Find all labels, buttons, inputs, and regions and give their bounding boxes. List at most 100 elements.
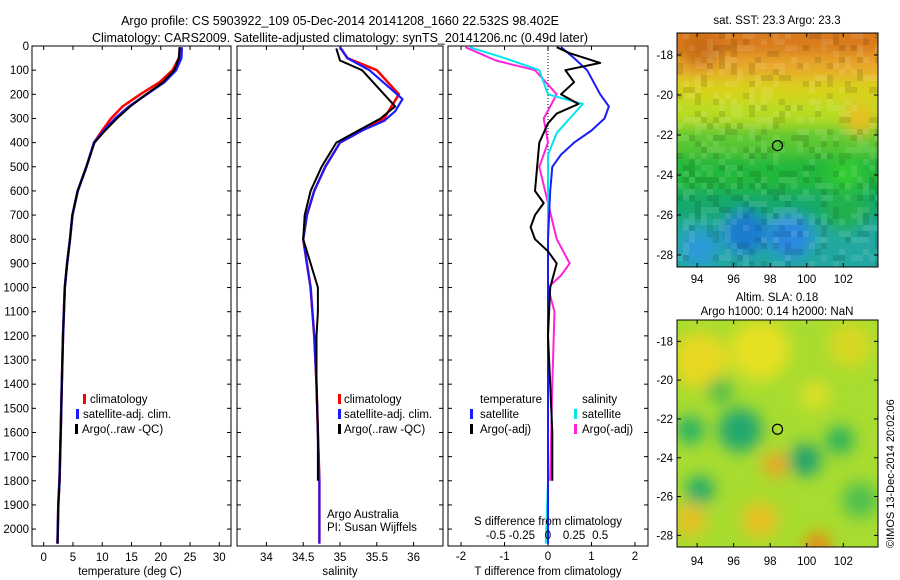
y-tick-label: 1000 [3, 283, 29, 295]
difference-panel: -2 -1 0 1 2 temperature satellite Argo(-adj)… [447, 45, 649, 578]
legend-label-t-argo: Argo(-adj) [480, 424, 531, 436]
sla-map-frame [676, 319, 879, 548]
legend-label-s-satellite: satellite [582, 409, 621, 421]
legend-swatch-climatology [338, 394, 341, 404]
x-tick-label: 15 [125, 552, 138, 564]
x-tick-label: 10 [96, 552, 109, 564]
y-tick-label: 1800 [3, 476, 29, 488]
legend-swatch-satellite [76, 409, 79, 419]
x-tick-label: 35.5 [366, 552, 388, 564]
legend-swatch-argo [75, 424, 78, 434]
x-tick-label: -2 [456, 551, 466, 563]
y-tick-label: 100 [10, 65, 29, 77]
y-tick-label: 900 [10, 258, 29, 270]
y-tick-label: 1100 [4, 307, 29, 319]
y-tick-label: 700 [10, 210, 29, 222]
legend-label-t-satellite: satellite [480, 409, 519, 421]
legend-swatch-s-satellite [574, 409, 577, 419]
x-tick-label: 0 [41, 552, 47, 564]
x-tick-label: 36 [407, 552, 420, 564]
map-x-tick-label: 94 [691, 556, 704, 568]
difference-legend: temperature satellite Argo(-adj) salinit… [470, 394, 633, 436]
legend-swatch-satellite [338, 409, 341, 419]
map-y-tick-label: -28 [656, 250, 673, 262]
map-y-tick-label: -26 [656, 492, 673, 504]
sla-heatmap [677, 320, 878, 547]
map-y-tick-label: -22 [656, 130, 673, 142]
legend-label-s-argo: Argo(-adj) [582, 424, 633, 436]
x-tick-label: 30 [213, 552, 226, 564]
y-tick-label: 1600 [3, 427, 29, 439]
y-tick-label: 400 [10, 138, 29, 150]
legend-swatch-climatology [83, 394, 86, 404]
y-tick-label: 2000 [3, 524, 29, 536]
map-y-tick-label: -18 [656, 50, 673, 62]
y-tick-label: 1400 [3, 379, 29, 391]
y-tick-label: 200 [10, 89, 29, 101]
temperature-xlabel: temperature (deg C) [78, 566, 182, 578]
figure-title-line1: Argo profile: CS 5903922_109 05-Dec-2014… [121, 14, 559, 28]
s-tick-label: 0.25 [563, 530, 585, 542]
y-tick-label: 0 [23, 41, 29, 53]
legend-label-climatology: climatology [344, 394, 402, 406]
temperature-legend: climatology satellite-adj. clim. Argo(..… [75, 394, 171, 436]
legend-swatch-argo [338, 424, 341, 434]
x-tick-label: 34.5 [292, 552, 314, 564]
annotation-pi: PI: Susan Wijffels [327, 522, 417, 534]
salinity-axes-frame [236, 45, 444, 547]
temperature-axes-frame [31, 45, 232, 547]
y-tick-label: 500 [10, 162, 29, 174]
series-line-argo [302, 48, 397, 481]
s-tick-label: -0.25 [509, 530, 535, 542]
map-x-tick-label: 96 [727, 274, 740, 286]
map-x-tick-label: 94 [691, 274, 704, 286]
imos-credit: ©IMOS 13-Dec-2014 20:02:06 [885, 399, 897, 548]
legend-swatch-t-argo [470, 424, 473, 434]
x-tick-label: 25 [184, 552, 197, 564]
y-tick-label: 800 [10, 234, 29, 246]
legend-label-climatology: climatology [90, 394, 148, 406]
salinity-xlabel: salinity [322, 566, 357, 578]
s-tick-label: 0 [545, 530, 551, 542]
sla-map-title-line1: Altim. SLA: 0.18 [736, 292, 818, 304]
difference-top-xlabel: S difference from climatology [474, 516, 622, 528]
legend-title-salinity: salinity [582, 394, 617, 406]
map-x-tick-label: 98 [764, 274, 777, 286]
y-tick-label: 1500 [3, 403, 29, 415]
y-tick-label: 1900 [3, 500, 29, 512]
x-tick-label: 2 [632, 551, 638, 563]
s-tick-label: -0.5 [486, 530, 506, 542]
argo-location-marker [771, 423, 784, 435]
map-y-tick-label: -26 [656, 210, 673, 222]
legend-label-argo: Argo(..raw -QC) [82, 424, 163, 436]
map-x-tick-label: 102 [834, 556, 853, 568]
series-line-argo [56, 47, 181, 544]
sst-map-panel: sat. SST: 23.3 Argo: 23.3 [656, 15, 879, 286]
map-y-tick-label: -24 [656, 453, 673, 465]
x-tick-label: 1 [588, 551, 594, 563]
x-tick-label: 20 [154, 552, 167, 564]
legend-swatch-s-argo [574, 424, 577, 434]
map-y-tick-label: -22 [656, 414, 673, 426]
salinity-legend: climatology satellite-adj. clim. Argo(..… [338, 394, 432, 436]
x-tick-label: 5 [70, 552, 76, 564]
map-y-tick-label: -18 [656, 336, 673, 348]
legend-title-temperature: temperature [480, 394, 542, 406]
map-y-tick-label: -24 [656, 170, 673, 182]
map-x-tick-label: 96 [727, 556, 740, 568]
y-tick-label: 1200 [3, 331, 29, 343]
y-tick-label: 300 [10, 113, 29, 125]
x-tick-label: -1 [499, 551, 509, 563]
x-tick-label: 34 [260, 552, 273, 564]
sst-map-title: sat. SST: 23.3 Argo: 23.3 [713, 15, 840, 27]
map-x-tick-label: 100 [797, 556, 816, 568]
argo-location-marker [771, 140, 784, 152]
map-x-tick-label: 102 [834, 274, 853, 286]
sst-map-frame [676, 32, 879, 268]
figure-title-line2: Climatology: CARS2009. Satellite-adjuste… [92, 31, 588, 45]
y-tick-label: 1700 [3, 452, 29, 464]
map-x-tick-label: 100 [797, 274, 816, 286]
map-y-tick-label: -20 [656, 90, 673, 102]
legend-swatch-t-satellite [470, 409, 473, 419]
x-tick-label: 0 [545, 551, 551, 563]
